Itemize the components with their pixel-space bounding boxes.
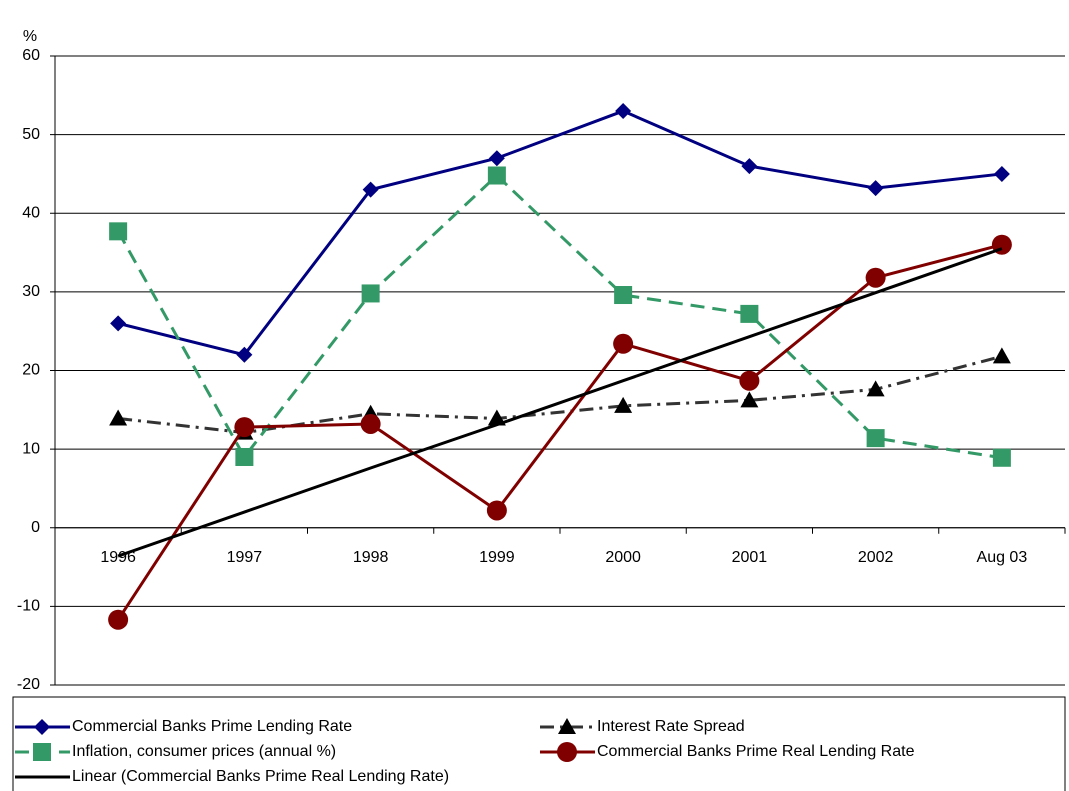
marker <box>741 158 758 175</box>
marker <box>110 315 127 332</box>
series-line <box>117 109 1003 357</box>
marker <box>487 409 506 426</box>
marker <box>866 380 885 397</box>
legend-marker <box>557 742 577 762</box>
x-tick-label: 1998 <box>353 549 389 566</box>
marker <box>740 391 759 408</box>
legend-marker <box>558 718 576 734</box>
marker <box>109 222 128 241</box>
y-tick-label: 10 <box>22 440 40 457</box>
legend-label: Commercial Banks Prime Lending Rate <box>72 718 352 735</box>
marker <box>486 500 507 521</box>
y-tick-label: 0 <box>31 519 40 536</box>
series-line <box>116 243 1003 621</box>
marker <box>487 166 506 185</box>
legend-label: Interest Rate Spread <box>597 718 745 735</box>
marker <box>867 180 884 197</box>
y-tick-label: 20 <box>22 362 40 379</box>
legend-label: Inflation, consumer prices (annual %) <box>72 743 336 760</box>
marker <box>866 429 885 448</box>
x-tick-label: Aug 03 <box>977 549 1028 566</box>
legend-box <box>12 696 1066 791</box>
y-tick-label: -20 <box>17 676 40 693</box>
marker <box>360 413 381 434</box>
marker <box>865 267 886 288</box>
legend-label: Linear (Commercial Banks Prime Real Lend… <box>72 768 449 785</box>
marker <box>739 370 760 391</box>
y-tick-label: 30 <box>22 283 40 300</box>
marker <box>614 396 633 413</box>
marker <box>235 447 254 466</box>
marker <box>236 346 253 363</box>
marker <box>234 417 255 438</box>
x-tick-label: 2001 <box>732 549 768 566</box>
legend-marker <box>33 743 51 761</box>
series-line <box>116 173 1003 460</box>
legend-label: Commercial Banks Prime Real Lending Rate <box>597 743 915 760</box>
y-tick-label: -10 <box>17 598 40 615</box>
marker <box>361 284 380 303</box>
marker <box>109 409 128 426</box>
marker <box>740 304 759 323</box>
y-tick-label: 60 <box>22 47 40 64</box>
marker <box>614 286 633 305</box>
marker <box>613 333 634 354</box>
marker <box>108 609 129 630</box>
x-tick-label: 2000 <box>605 549 641 566</box>
x-tick-label: 2002 <box>858 549 894 566</box>
y-axis-label: % <box>23 28 37 45</box>
x-tick-label: 1997 <box>227 549 263 566</box>
marker <box>992 448 1011 467</box>
marker <box>992 347 1011 364</box>
y-tick-label: 50 <box>22 126 40 143</box>
marker <box>993 165 1010 182</box>
marker <box>615 103 632 120</box>
series-line <box>117 247 1003 558</box>
marker <box>362 181 379 198</box>
marker <box>488 150 505 167</box>
y-tick-label: 40 <box>22 204 40 221</box>
x-tick-label: 1999 <box>479 549 515 566</box>
legend-marker <box>34 719 50 735</box>
